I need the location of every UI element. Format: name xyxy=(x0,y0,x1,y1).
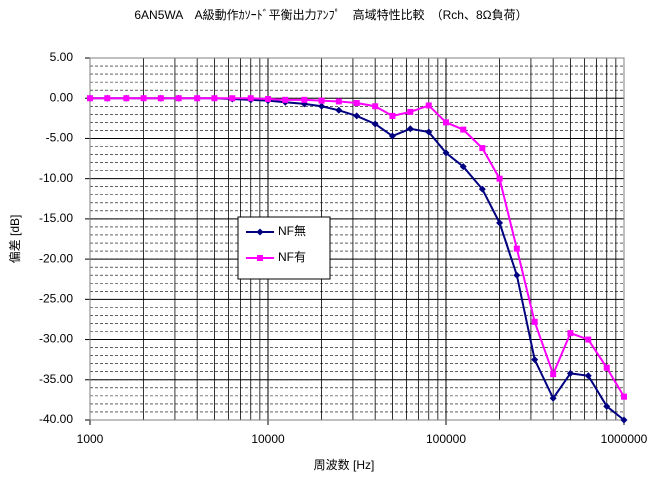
data-point xyxy=(407,108,414,115)
x-axis-label: 周波数 [Hz] xyxy=(314,457,375,472)
data-point xyxy=(372,103,379,110)
y-tick-label: -15.00 xyxy=(39,211,73,225)
y-tick-label: -10.00 xyxy=(39,171,73,185)
data-point xyxy=(104,95,111,102)
data-point xyxy=(566,369,574,377)
y-tick-label: -35.00 xyxy=(39,372,73,386)
legend-label: NF有 xyxy=(278,250,306,264)
y-axis-label: 偏差 [dB] xyxy=(7,215,22,264)
data-point xyxy=(549,394,557,402)
data-point xyxy=(194,95,201,102)
x-tick-label: 1000 xyxy=(77,432,104,446)
x-tick-label: 1000000 xyxy=(601,432,648,446)
data-point xyxy=(371,120,379,128)
y-tick-label: -40.00 xyxy=(39,412,73,426)
y-tick-label: 0.00 xyxy=(50,90,74,104)
legend-label: NF無 xyxy=(278,223,306,238)
data-point xyxy=(443,119,449,126)
data-point xyxy=(620,416,628,424)
data-point xyxy=(603,364,610,371)
data-point xyxy=(459,163,467,171)
data-point xyxy=(140,95,147,102)
plot-border xyxy=(89,57,625,421)
data-point xyxy=(603,402,611,410)
data-point xyxy=(335,98,342,105)
data-point xyxy=(496,175,503,182)
data-point xyxy=(460,126,467,133)
y-tick-label: -25.00 xyxy=(39,292,73,306)
data-point xyxy=(335,106,343,114)
data-point xyxy=(157,95,164,102)
data-point xyxy=(531,318,538,325)
data-point xyxy=(265,96,271,103)
y-tick-label: -30.00 xyxy=(39,332,73,346)
x-tick-label: 100000 xyxy=(426,432,466,446)
data-point xyxy=(513,245,520,252)
data-point xyxy=(479,145,486,152)
data-point xyxy=(318,102,326,110)
legend-marker xyxy=(256,228,264,236)
data-point xyxy=(301,96,308,103)
data-point xyxy=(211,95,218,102)
data-point xyxy=(282,96,289,103)
data-point xyxy=(567,330,574,337)
chart-title: 6AN5WA A級動作ｶｿｰﾄﾞ平衡出力ｱﾝﾌﾟ 高域特性比較 （Rch、8Ω負… xyxy=(134,7,527,22)
y-tick-label: -20.00 xyxy=(39,251,73,265)
data-point xyxy=(531,356,539,364)
data-point xyxy=(478,185,486,193)
y-tick-label: -5.00 xyxy=(46,131,74,145)
data-point xyxy=(389,112,396,119)
data-point xyxy=(87,95,93,102)
data-point xyxy=(585,336,592,343)
y-tick-label: 5.00 xyxy=(50,50,74,64)
data-point xyxy=(353,100,360,107)
legend-box xyxy=(237,216,331,280)
data-point xyxy=(442,149,450,157)
data-point xyxy=(123,95,130,102)
data-point xyxy=(513,271,521,279)
data-point xyxy=(175,95,182,102)
data-point xyxy=(247,95,254,102)
data-point xyxy=(550,371,557,378)
data-point xyxy=(406,125,414,133)
data-point xyxy=(229,95,236,102)
data-point xyxy=(584,372,592,380)
data-point xyxy=(425,128,433,136)
data-point xyxy=(388,132,396,140)
data-point xyxy=(496,219,504,227)
data-point xyxy=(425,102,432,109)
legend-marker xyxy=(257,255,263,261)
x-tick-label: 10000 xyxy=(251,432,285,446)
data-point xyxy=(318,97,325,104)
plot-area xyxy=(90,58,624,420)
data-point xyxy=(353,112,361,120)
data-point xyxy=(621,393,627,400)
